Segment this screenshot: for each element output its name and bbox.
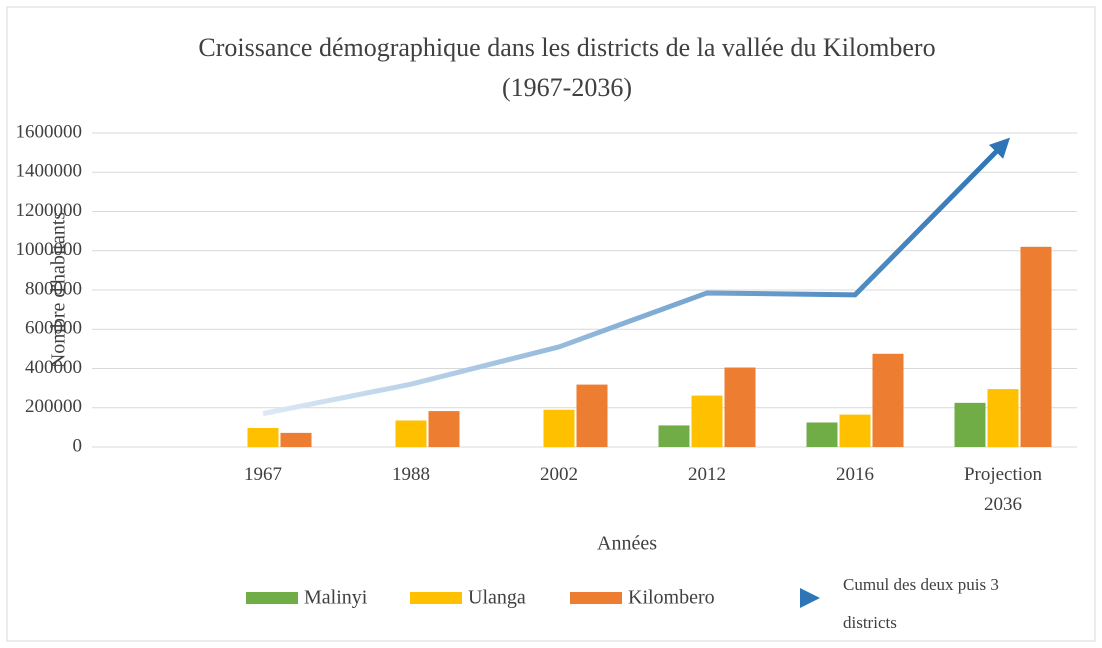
y-tick-label: 800000 — [25, 278, 82, 299]
legend-label: Malinyi — [304, 587, 368, 609]
legend-label: Ulanga — [468, 587, 526, 609]
legend-label: Cumul des deux puis 3 districts — [843, 575, 999, 632]
bar — [1020, 246, 1052, 447]
x-tick-label: 1967 — [244, 464, 282, 485]
bar — [839, 414, 871, 447]
legend-label: Kilombero — [628, 587, 715, 609]
bar — [280, 432, 312, 447]
legend-swatch — [410, 592, 462, 604]
bar — [428, 411, 460, 447]
y-tick-label: 200000 — [25, 396, 82, 417]
x-axis-label: Années — [597, 533, 657, 555]
bar — [395, 420, 427, 447]
y-tick-label: 1000000 — [16, 239, 83, 260]
line — [262, 137, 1011, 417]
bar — [691, 395, 723, 447]
x-tick-label: 2012 — [688, 464, 726, 485]
chart-title: Croissance démographique dans les distri… — [198, 33, 936, 102]
x-tick-label: Projection 2036 — [963, 464, 1043, 515]
legend-swatch — [246, 592, 298, 604]
y-tick-label: 0 — [73, 435, 83, 456]
bar — [543, 409, 575, 447]
chart-border — [6, 6, 1096, 642]
bar — [724, 367, 756, 447]
bar — [576, 384, 608, 447]
bar — [872, 353, 904, 447]
x-tick-label: 2016 — [836, 464, 874, 485]
y-tick-label: 1600000 — [16, 121, 83, 142]
y-axis-label: Nombre d'habitants — [48, 212, 70, 369]
y-tick-label: 600000 — [25, 318, 82, 339]
y-tick-label: 1400000 — [16, 161, 83, 182]
y-tick-label: 400000 — [25, 357, 82, 378]
bar — [658, 425, 690, 447]
bar — [987, 389, 1019, 447]
y-tick-label: 1200000 — [16, 200, 83, 221]
bar — [954, 402, 986, 447]
bar — [806, 422, 838, 447]
x-tick-label: 2002 — [540, 464, 578, 485]
bar — [247, 427, 279, 447]
legend-swatch — [570, 592, 622, 604]
x-tick-label: 1988 — [392, 464, 430, 485]
